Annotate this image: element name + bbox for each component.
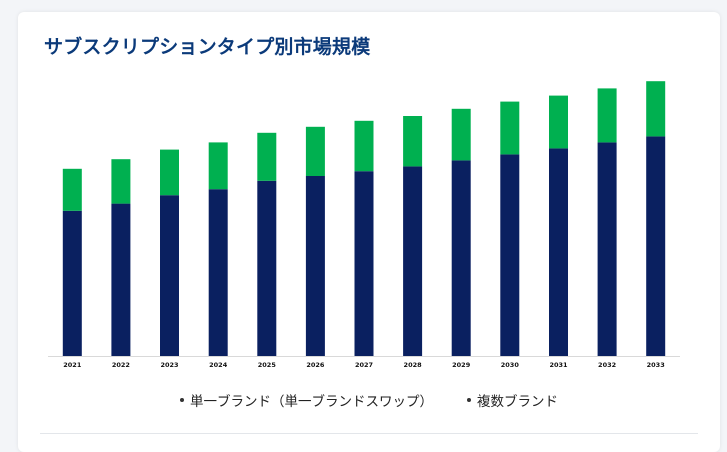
x-tick-label-2025: 2025 [258, 361, 277, 369]
bar-single-brand-2025[interactable] [257, 180, 277, 356]
bar-single-brand-2029[interactable] [451, 160, 471, 356]
x-tick-label-2023: 2023 [160, 361, 178, 369]
bar-single-brand-2027[interactable] [354, 171, 374, 356]
x-tick-label-2030: 2030 [501, 361, 520, 369]
x-tick-label-2026: 2026 [306, 361, 325, 369]
bar-single-brand-2033[interactable] [646, 136, 666, 356]
x-tick-label-2021: 2021 [63, 361, 82, 369]
x-tick-label-2027: 2027 [355, 361, 373, 369]
bar-multi-brand-2022[interactable] [111, 159, 131, 204]
x-tick-label-2024: 2024 [209, 361, 228, 369]
bar-single-brand-2023[interactable] [160, 195, 179, 356]
bar-multi-brand-2033[interactable] [646, 81, 666, 137]
bar-multi-brand-2030[interactable] [500, 101, 520, 155]
bottom-divider [40, 433, 698, 434]
legend-item-single-brand[interactable]: 単一ブランド（単一ブランドスワップ） [180, 390, 433, 410]
legend-label-multi-brand: 複数ブランド [477, 394, 558, 410]
chart-title: サブスクリプションタイプ別市場規模 [44, 36, 371, 58]
bar-multi-brand-2028[interactable] [403, 116, 423, 167]
bar-single-brand-2032[interactable] [597, 142, 617, 356]
bar-single-brand-2021[interactable] [62, 210, 82, 356]
bar-multi-brand-2031[interactable] [549, 95, 568, 149]
bar-single-brand-2026[interactable] [305, 176, 325, 356]
x-tick-label-2028: 2028 [404, 361, 423, 369]
bar-single-brand-2022[interactable] [111, 203, 131, 356]
x-tick-label-2029: 2029 [452, 361, 471, 369]
chart-card: サブスクリプションタイプ別市場規模 2021 2022 2023 2024 2025 20… [18, 12, 720, 452]
legend-label-single-brand: 単一ブランド（単一ブランドスワップ） [190, 394, 433, 410]
bar-single-brand-2031[interactable] [549, 148, 568, 356]
x-tick-label-2031: 2031 [549, 361, 568, 369]
bar-multi-brand-2024[interactable] [208, 142, 228, 190]
bar-single-brand-2028[interactable] [403, 166, 423, 356]
stacked-bar-chart: 2021 2022 2023 2024 2025 2026 2027 2028 2029 2030… [48, 81, 680, 369]
chart-legend: 単一ブランド（単一ブランドスワップ） 複数ブランド [18, 390, 720, 410]
bar-multi-brand-2026[interactable] [305, 126, 325, 176]
legend-bullet-icon [467, 398, 471, 402]
legend-item-multi-brand[interactable]: 複数ブランド [467, 390, 558, 410]
bar-single-brand-2030[interactable] [500, 154, 520, 356]
bar-multi-brand-2025[interactable] [257, 132, 277, 181]
x-tick-label-2022: 2022 [112, 361, 130, 369]
bar-multi-brand-2032[interactable] [597, 88, 617, 143]
bar-multi-brand-2027[interactable] [354, 120, 374, 172]
x-tick-label-2033: 2033 [647, 361, 665, 369]
bar-multi-brand-2021[interactable] [62, 168, 82, 211]
legend-bullet-icon [180, 398, 184, 402]
bar-multi-brand-2023[interactable] [160, 149, 179, 196]
bar-multi-brand-2029[interactable] [451, 108, 471, 161]
bar-single-brand-2024[interactable] [208, 189, 228, 356]
x-tick-label-2032: 2032 [598, 361, 616, 369]
